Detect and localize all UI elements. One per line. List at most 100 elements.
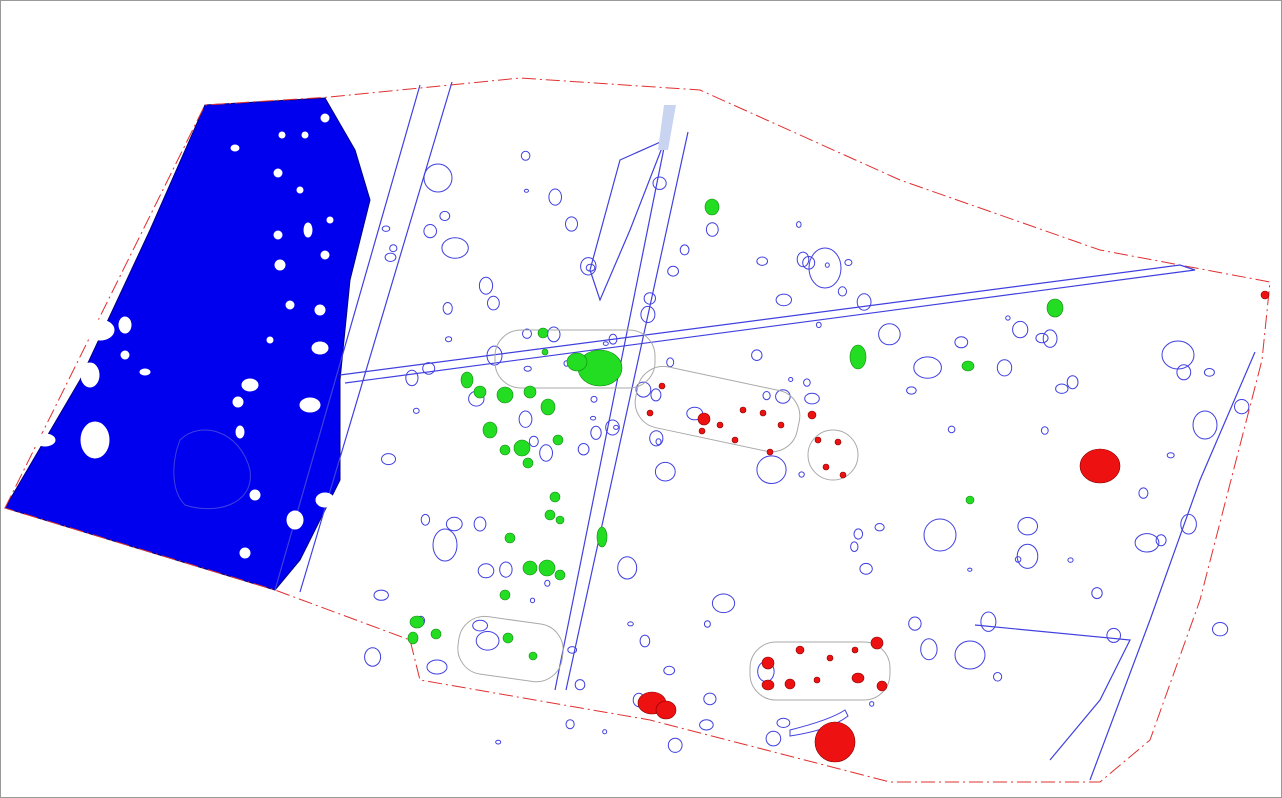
feature-outline (432, 528, 458, 562)
feature-outline (590, 415, 597, 421)
feature-outline (850, 541, 859, 553)
island (85, 319, 115, 341)
feature-outline (654, 461, 676, 482)
feature-outline (751, 349, 763, 362)
island (314, 304, 326, 316)
island (266, 336, 274, 344)
feature-outline (679, 244, 690, 256)
feature-outline (439, 210, 451, 222)
island (299, 397, 321, 413)
green-feature (499, 444, 511, 456)
feature-outline (565, 216, 578, 232)
feature-outline (808, 247, 842, 289)
feature-outline (605, 419, 620, 436)
feature-outline (1161, 340, 1195, 370)
green-feature (552, 434, 564, 446)
feature-outline (617, 556, 638, 580)
feature-outline (923, 518, 957, 552)
island (320, 250, 330, 260)
enclosure (634, 365, 801, 453)
island (241, 378, 259, 392)
feature-outline (853, 528, 864, 540)
feature-outline (528, 435, 539, 448)
site-boundary (4, 77, 1271, 783)
feature-outline (405, 369, 419, 387)
hatched-area (658, 105, 676, 150)
island (301, 131, 309, 139)
red-feature (834, 438, 842, 446)
green-feature (961, 360, 975, 372)
feature-outline (699, 719, 714, 731)
red-feature (731, 436, 739, 444)
feature-outline (796, 251, 810, 268)
feature-outline (856, 293, 872, 311)
feature-outline (1066, 375, 1079, 390)
red-feature (784, 678, 796, 690)
feature-outline (756, 455, 787, 485)
red-feature (813, 676, 821, 684)
green-feature (502, 632, 514, 644)
island (285, 300, 295, 310)
feature-outline (640, 305, 656, 324)
red-feature (839, 471, 847, 479)
feature-outline (913, 356, 942, 379)
feature-outline (1234, 399, 1250, 415)
feature-outline (548, 188, 563, 206)
feature-outline (472, 619, 489, 632)
road (339, 264, 1196, 384)
feature-outline (627, 621, 634, 627)
feature-outline (869, 701, 875, 707)
island (278, 131, 286, 139)
feature-outline (1017, 517, 1038, 536)
green-feature (596, 526, 608, 548)
feature-outline (539, 444, 553, 462)
island (273, 168, 283, 178)
feature-outline (495, 739, 502, 745)
feature-outline (577, 443, 590, 456)
red-feature (698, 427, 706, 435)
feature-outline (384, 252, 397, 262)
island (120, 350, 130, 360)
feature-outline (996, 359, 1013, 377)
feature-outline (473, 516, 487, 532)
feature-outline (1155, 534, 1167, 547)
green-feature (566, 352, 588, 372)
feature-outline (1040, 426, 1049, 435)
feature-outline (381, 453, 396, 466)
feature-outline (1134, 533, 1160, 553)
feature-outline (426, 659, 448, 675)
red-feature (655, 700, 677, 720)
feature-outline (565, 719, 575, 730)
feature-outline (703, 692, 717, 706)
feature-outline (475, 631, 500, 651)
feature-outline (663, 665, 676, 676)
island (286, 510, 304, 530)
red-feature (761, 679, 775, 691)
island (303, 222, 313, 238)
feature-outline (788, 377, 794, 382)
red-feature (739, 406, 747, 414)
feature-outline (442, 302, 453, 315)
feature-outline (580, 257, 597, 276)
green-feature (504, 532, 516, 544)
feature-outline (389, 244, 398, 253)
feature-outline (667, 265, 679, 277)
feature-outline (608, 333, 618, 345)
enclosure (749, 641, 891, 701)
red-feature (851, 672, 865, 684)
feature-outline (815, 321, 822, 329)
green-feature (704, 198, 720, 216)
red-feature (826, 654, 834, 662)
green-feature (528, 651, 538, 661)
feature-outline (1138, 487, 1149, 499)
green-feature (482, 421, 498, 439)
red-feature (795, 645, 805, 655)
feature-outline (445, 516, 463, 532)
island (139, 368, 151, 376)
red-feature (697, 412, 711, 426)
feature-outline (1055, 383, 1069, 394)
feature-outline (844, 259, 853, 266)
feature-outline (803, 378, 811, 387)
green-feature (540, 398, 556, 416)
